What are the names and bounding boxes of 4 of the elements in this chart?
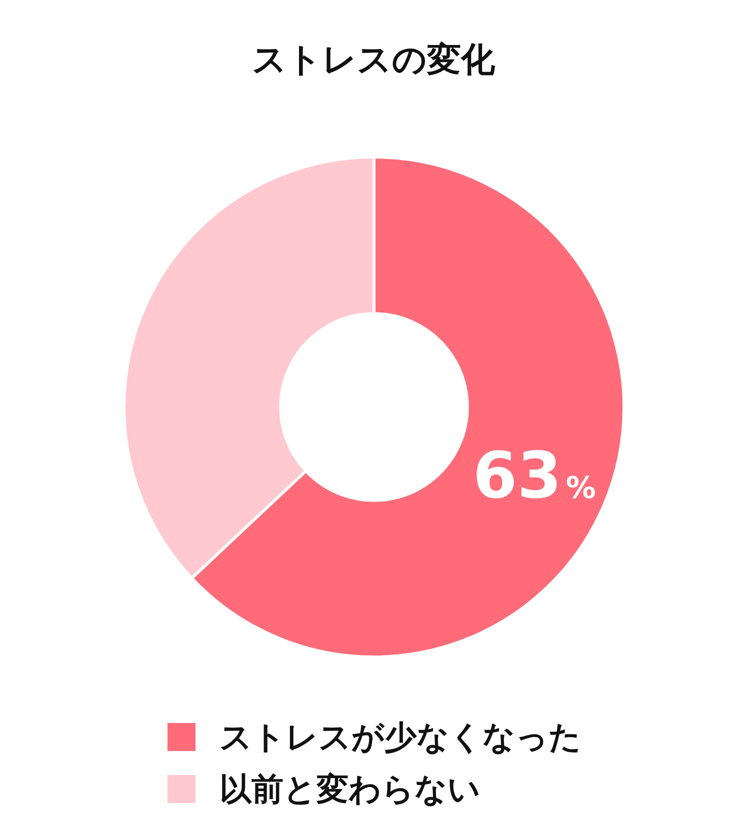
legend-label: ストレスが少なくなった [220, 718, 582, 756]
legend-label: 以前と変わらない [220, 770, 480, 808]
data-label: 63% [472, 439, 596, 514]
chart-title: ストレスの変化 [252, 40, 496, 80]
